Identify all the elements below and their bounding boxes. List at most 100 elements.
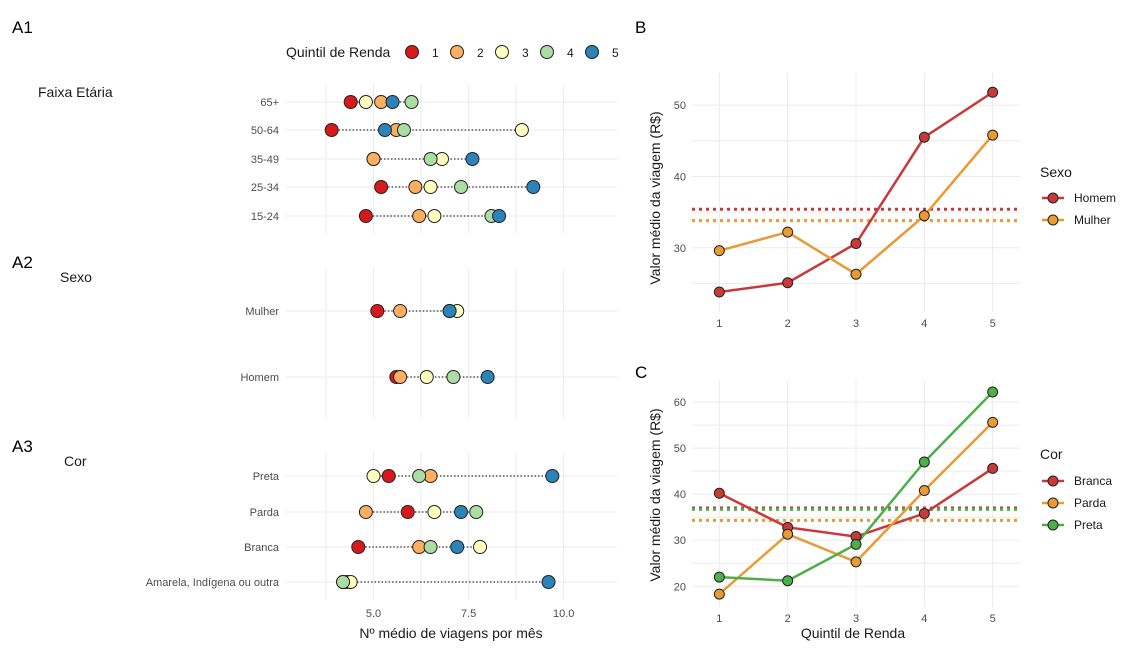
dot-quintil-2: [408, 180, 423, 194]
legend-label-branca: Branca: [1074, 474, 1112, 488]
point-homem: [782, 277, 794, 289]
dot-quintil-4: [423, 152, 438, 166]
dot-quintil-5: [526, 180, 541, 194]
x-tick-label: 5: [990, 613, 996, 625]
y-tick-label: Amarela, Indígena ou outra: [146, 577, 280, 589]
legend-quintil-title: Quintil de Renda: [286, 44, 391, 60]
x-tick-label: 2: [785, 613, 791, 625]
dot-quintil-1: [374, 180, 389, 194]
panel-b: 30 40 50 1 2 3 4 5: [674, 73, 1020, 330]
point-preta: [918, 456, 930, 468]
b-y-axis-title: Valor médio da viagem (R$): [647, 111, 663, 284]
panel-tag-a2: A2: [12, 253, 33, 272]
y-tick-label: Mulher: [245, 306, 279, 318]
dot-quintil-3: [366, 469, 381, 483]
y-tick-label: 65+: [260, 97, 279, 109]
facet-title-faixa-etaria: Faixa Etária: [38, 84, 113, 100]
legend-quintil: Quintil de Renda 1 2 3 4 5: [286, 44, 619, 60]
dot-quintil-2: [393, 304, 408, 318]
dot-quintil-5: [450, 540, 465, 554]
panel-tag-a1: A1: [12, 18, 33, 37]
legend-quintil-label: 1: [432, 46, 439, 60]
y-tick-label: Homem: [240, 372, 279, 384]
dot-quintil-5: [541, 575, 556, 589]
point-mulher: [782, 226, 794, 238]
point-parda: [850, 556, 862, 568]
legend-quintil-key-5: [585, 45, 599, 59]
y-tick-label: 30: [674, 535, 686, 547]
point-preta: [782, 575, 794, 587]
panel-tag-a3: A3: [12, 437, 33, 456]
x-tick-label: 2: [785, 318, 791, 330]
dot-quintil-4: [396, 123, 411, 137]
y-tick-label: 50: [674, 100, 686, 112]
dot-quintil-3: [423, 180, 438, 194]
x-tick-label: 10.0: [553, 608, 574, 620]
x-tick-label: 4: [921, 613, 927, 625]
legend-quintil-label: 2: [477, 46, 484, 60]
point-preta: [850, 538, 862, 550]
facet-title-cor: Cor: [64, 453, 87, 469]
point-branca: [918, 508, 930, 520]
x-tick-label: 3: [853, 318, 859, 330]
dot-quintil-1: [400, 505, 415, 519]
point-mulher: [850, 268, 862, 280]
legend-cor-title: Cor: [1040, 446, 1063, 462]
dot-quintil-4: [454, 180, 469, 194]
dot-quintil-4: [412, 469, 427, 483]
point-parda: [987, 416, 999, 428]
legend-quintil-label: 5: [612, 46, 619, 60]
a-x-axis-title: Nº médio de viagens por mês: [359, 625, 542, 641]
dot-quintil-5: [385, 95, 400, 109]
dot-quintil-1: [351, 540, 366, 554]
y-tick-label: Parda: [250, 507, 280, 519]
y-tick-label: Branca: [244, 542, 280, 554]
panel-tag-c: C: [635, 363, 647, 382]
point-mulher: [918, 210, 930, 222]
x-tick-label: 5: [990, 318, 996, 330]
legend-label-homem: Homem: [1074, 191, 1116, 205]
y-tick-label: 40: [674, 171, 686, 183]
dot-quintil-5: [442, 304, 457, 318]
y-tick-label: 15-24: [251, 211, 279, 223]
x-tick-label: 3: [853, 613, 859, 625]
dot-quintil-1: [370, 304, 385, 318]
legend-key-point: [1047, 475, 1059, 487]
point-branca: [987, 462, 999, 474]
dot-quintil-5: [492, 209, 507, 223]
legend-label-mulher: Mulher: [1074, 213, 1111, 227]
point-homem: [850, 238, 862, 250]
dot-quintil-3: [514, 123, 529, 137]
legend-cor: Branca Parda Preta: [1042, 474, 1112, 532]
dot-quintil-5: [465, 152, 480, 166]
legend-key-point: [1047, 214, 1059, 226]
y-tick-label: 60: [674, 397, 686, 409]
x-tick-label: 1: [716, 318, 722, 330]
panel-a3: Preta Parda Branca Amarela, Indígena ou out…: [146, 452, 617, 620]
legend-sexo: Homem Mulher: [1042, 191, 1116, 227]
dot-quintil-1: [358, 209, 373, 223]
point-parda: [713, 588, 725, 600]
dot-quintil-3: [358, 95, 373, 109]
panel-a1: 65+ 50-64 35-49 25-34 15-24: [251, 84, 617, 233]
panel-c: 20 30 40 50 60 1 2 3 4 5: [674, 380, 1020, 625]
dot-quintil-4: [446, 370, 461, 384]
panel-tag-b: B: [635, 18, 646, 37]
x-tick-label: 1: [716, 613, 722, 625]
facet-title-sexo: Sexo: [60, 269, 92, 285]
point-homem: [713, 286, 725, 298]
c-x-axis-title: Quintil de Renda: [801, 625, 906, 641]
point-branca: [713, 487, 725, 499]
dot-quintil-5: [377, 123, 392, 137]
dot-quintil-1: [343, 95, 358, 109]
x-tick-label: 4: [921, 318, 927, 330]
legend-quintil-key-4: [540, 45, 554, 59]
dot-quintil-3: [427, 209, 442, 223]
legend-key-point: [1047, 519, 1059, 531]
point-preta: [987, 386, 999, 398]
point-homem: [918, 131, 930, 143]
legend-quintil-key-2: [450, 45, 464, 59]
legend-quintil-key-3: [495, 45, 509, 59]
point-parda: [918, 485, 930, 497]
